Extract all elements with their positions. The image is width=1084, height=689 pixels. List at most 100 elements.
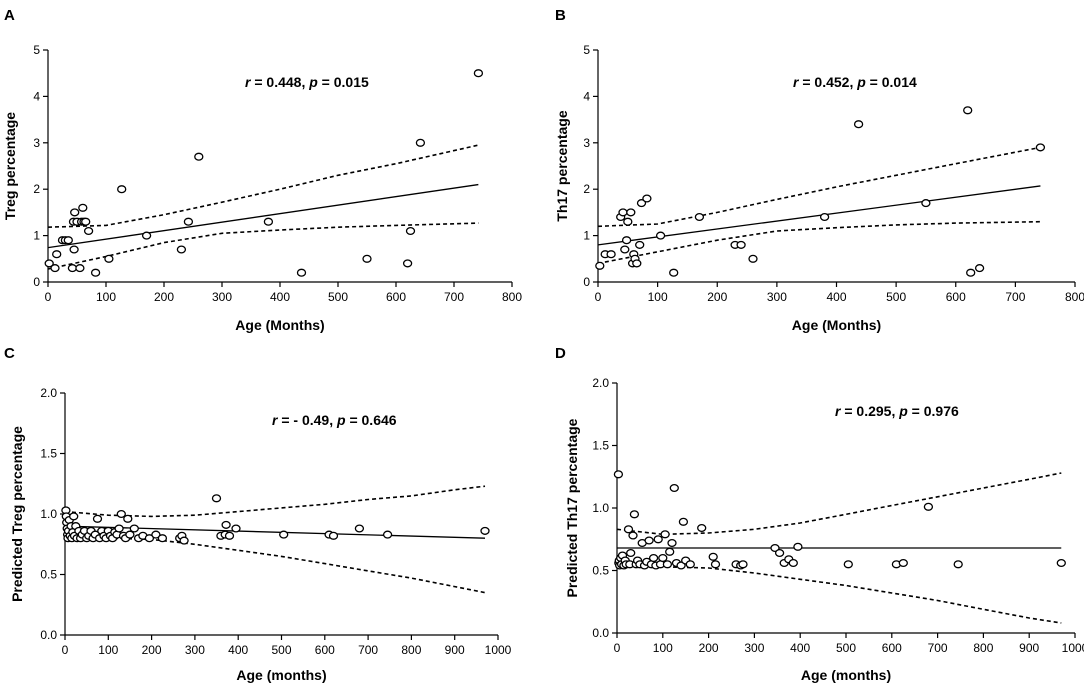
data-point — [626, 548, 636, 558]
annotation-r-value: = - 0.49, — [277, 412, 337, 428]
y-tick-label: 3 — [583, 136, 590, 150]
y-tick-label: 1.5 — [592, 439, 609, 453]
data-point — [606, 250, 616, 259]
ci-upper-band — [616, 472, 1062, 536]
x-tick-label: 0 — [45, 290, 52, 304]
data-point — [923, 502, 934, 511]
x-tick-label: 300 — [185, 643, 205, 657]
x-tick-label: 200 — [699, 641, 719, 655]
annotation-p-value: = 0.015 — [318, 74, 369, 90]
data-point — [660, 530, 670, 539]
panel-a: A 0 100 200 300 400 500 600 700 800 0 1 2 3 4 5 Age (Mon… — [2, 7, 522, 333]
data-point — [963, 106, 973, 115]
x-tick-label: 500 — [271, 643, 291, 657]
data-point — [613, 470, 624, 479]
data-point — [678, 517, 689, 526]
data-point — [669, 483, 679, 493]
data-point — [52, 250, 62, 259]
data-point — [921, 199, 931, 208]
data-point — [621, 236, 632, 245]
x-tick-label: 900 — [1019, 641, 1039, 655]
x-tick-label: 400 — [270, 290, 290, 304]
x-tick-label: 300 — [212, 290, 232, 304]
x-tick-label: 600 — [386, 290, 406, 304]
data-point — [354, 524, 365, 533]
data-point — [141, 231, 152, 240]
data-point — [736, 240, 746, 249]
annotation-r-label: r — [272, 412, 279, 428]
data-point — [1056, 558, 1066, 568]
x-tick-label: 1000 — [485, 643, 512, 657]
data-point — [92, 514, 103, 523]
x-tick-label: 100 — [648, 290, 668, 304]
y-tick-label: 3 — [33, 136, 40, 150]
x-axis-title: Age (months) — [236, 667, 326, 683]
data-point — [898, 558, 908, 568]
data-point — [642, 194, 652, 203]
regression-line — [47, 183, 479, 249]
x-tick-label: 700 — [358, 643, 378, 657]
panel-b: B 0 100 200 300 400 500 600 700 800 0 1 2 3 4 5 Age (Mon… — [554, 7, 1084, 333]
x-tick-label: 700 — [1005, 290, 1025, 304]
annotation-r-label: r — [245, 74, 252, 90]
annotation-r-value: = 0.448, — [250, 74, 309, 90]
data-point — [67, 264, 78, 273]
x-axis-title: Age (Months) — [792, 317, 881, 333]
panel-letter: B — [555, 7, 566, 24]
data-point — [648, 553, 659, 563]
panel-letter: A — [4, 7, 15, 24]
data-point — [628, 531, 638, 540]
data-point — [748, 254, 758, 263]
annotation-r-value: = 0.295, — [840, 403, 899, 419]
data-point — [224, 531, 235, 540]
y-tick-label: 0 — [33, 275, 40, 289]
data-point — [104, 254, 114, 263]
y-tick-label: 1 — [583, 229, 590, 243]
data-point — [738, 560, 748, 569]
data-point — [63, 236, 73, 245]
data-point — [685, 560, 695, 569]
x-axis-title: Age (months) — [801, 667, 891, 683]
data-point — [629, 510, 640, 519]
data-point — [623, 525, 634, 534]
x-tick-label: 800 — [401, 643, 421, 657]
correlation-annotation: r = 0.448, p = 0.015 — [245, 74, 369, 90]
annotation-p-value: = 0.976 — [908, 403, 959, 419]
data-point — [623, 217, 633, 226]
panel-d: D 0 100 200 300 400 500 600 700 800 900 1000 0.0 0.5 1… — [555, 345, 1084, 683]
x-tick-label: 100 — [98, 643, 118, 657]
data-point — [50, 264, 60, 273]
x-axis-title: Age (Months) — [235, 317, 324, 333]
data-point — [669, 268, 679, 277]
data-point — [665, 547, 675, 556]
x-tick-label: 800 — [1065, 290, 1084, 304]
data-point — [123, 514, 133, 523]
data-point — [114, 524, 124, 533]
x-tick-label: 600 — [946, 290, 966, 304]
data-point — [595, 261, 605, 270]
x-tick-label: 400 — [790, 641, 810, 655]
data-point — [296, 268, 307, 277]
ci-upper-band — [64, 485, 486, 518]
data-point — [151, 530, 161, 539]
y-tick-label: 1.5 — [40, 447, 57, 461]
annotation-r-label: r — [835, 403, 842, 419]
x-tick-label: 200 — [142, 643, 162, 657]
annotation-p-label: p — [898, 403, 908, 419]
data-point — [263, 217, 274, 226]
y-tick-label: 5 — [583, 43, 590, 57]
data-point — [853, 120, 864, 129]
annotation-p-value: = 0.014 — [866, 74, 917, 90]
data-point — [90, 268, 101, 277]
annotation-r-value: = 0.452, — [798, 74, 857, 90]
data-point — [694, 212, 705, 222]
x-tick-label: 0 — [595, 290, 602, 304]
data-point — [362, 254, 372, 263]
data-point — [793, 542, 803, 551]
annotation-p-label: p — [308, 74, 318, 90]
x-tick-label: 700 — [444, 290, 464, 304]
data-point — [382, 530, 393, 539]
y-tick-label: 1.0 — [40, 507, 57, 521]
annotation-r-label: r — [793, 74, 800, 90]
